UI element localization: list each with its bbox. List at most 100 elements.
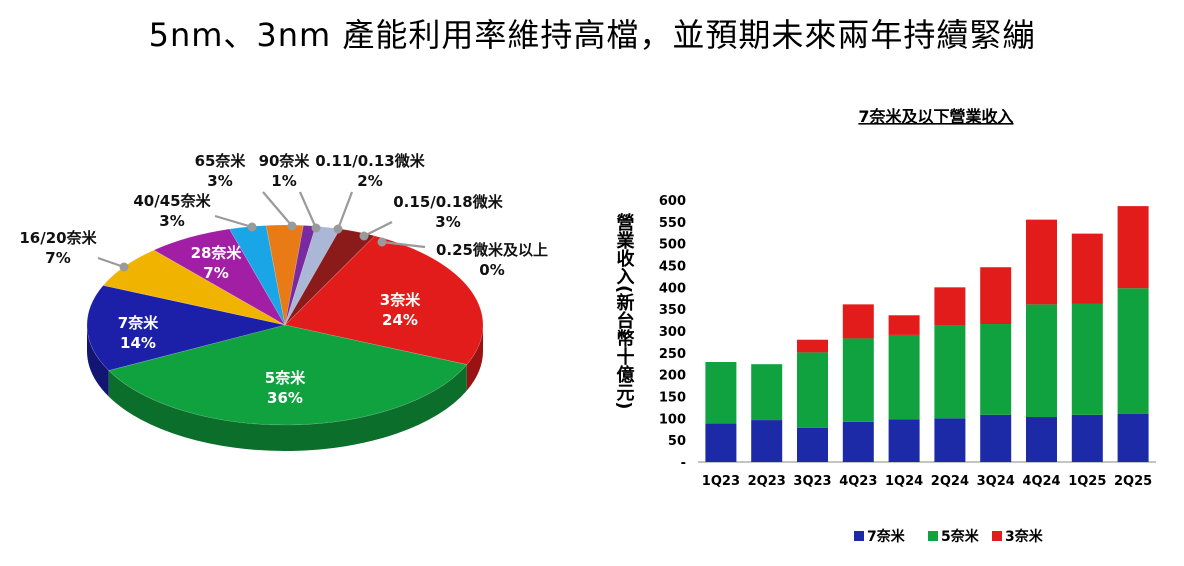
- pie-label-pct-1: 36%: [267, 389, 303, 407]
- pie-leader-line-7: [298, 191, 318, 229]
- pie-label-name-9: 0.15/0.18微米: [393, 193, 503, 211]
- pie-slice-2: [86, 285, 286, 371]
- bar-4Q23-5奈米: [842, 338, 874, 422]
- legend-label-2: 3奈米: [1005, 528, 1044, 545]
- legend-swatch-0: [854, 531, 864, 541]
- x-tick-label: 1Q23: [702, 474, 740, 489]
- y-tick-label: 500: [659, 238, 686, 253]
- bar-3Q23-5奈米: [797, 352, 828, 428]
- y-axis-ticks: - 50 100 150 200 250 300 350 400 450 500 550 600: [659, 194, 686, 471]
- x-tick-label: 1Q24: [885, 474, 923, 489]
- pie-label-pct-5: 3%: [159, 212, 184, 230]
- bar-1Q24-7奈米: [888, 419, 920, 462]
- y-tick-label: 300: [659, 325, 686, 340]
- pie-labels: 3奈米 24% 5奈米 36% 7奈米 14% 28奈米 7% 16/20奈米 7% 40/45奈米…: [19, 152, 548, 407]
- bar-2Q25-3奈米: [1117, 206, 1149, 289]
- bar-1Q23-5奈米: [705, 362, 737, 424]
- pie-label-name-1: 5奈米: [265, 369, 306, 387]
- pie-side-2: [87, 325, 109, 397]
- bar-2Q24-5奈米: [934, 325, 966, 419]
- pie-leader-line-9: [363, 221, 393, 237]
- pie-label-name-8: 0.11/0.13微米: [315, 152, 425, 170]
- bar-4Q24-7奈米: [1026, 417, 1057, 462]
- bar-3Q24-5奈米: [980, 324, 1012, 415]
- y-tick-label: 100: [659, 412, 686, 427]
- pie-sides: [87, 325, 483, 452]
- pie-chart: 3奈米 24% 5奈米 36% 7奈米 14% 28奈米 7% 16/20奈米 7% 40/45奈米…: [19, 152, 548, 452]
- bar-2Q23-7奈米: [751, 420, 783, 462]
- bar-2Q25-5奈米: [1117, 288, 1149, 414]
- x-tick-label: 3Q23: [793, 474, 831, 489]
- x-tick-label: 2Q24: [931, 474, 969, 489]
- pie-label-pct-10: 0%: [479, 261, 504, 279]
- pie-side-0: [466, 325, 483, 391]
- bar-2Q24-7奈米: [934, 418, 966, 462]
- legend-swatch-1: [928, 531, 938, 541]
- pie-leader-line-3: [97, 256, 125, 269]
- pie-tops: [86, 224, 484, 426]
- y-tick-label: 550: [659, 216, 686, 231]
- bar-1Q25-3奈米: [1071, 233, 1103, 304]
- y-tick-label: 450: [659, 260, 686, 275]
- x-tick-label: 4Q24: [1022, 474, 1060, 489]
- pie-leader-dot-6: [287, 221, 297, 231]
- y-tick-label: 50: [668, 434, 686, 449]
- pie-label-name-2: 7奈米: [118, 314, 159, 332]
- pie-slice-1: [108, 324, 468, 426]
- pie-leader-dot-3: [119, 262, 129, 272]
- pie-label-pct-9: 3%: [435, 213, 460, 231]
- pie-leader-line-6: [262, 191, 293, 227]
- bar-3Q24-7奈米: [980, 414, 1012, 462]
- bar-4Q24-5奈米: [1026, 304, 1057, 418]
- bar-2Q25-7奈米: [1117, 413, 1149, 462]
- y-tick-label: 250: [659, 347, 686, 362]
- pie-side-1: [108, 364, 467, 452]
- x-tick-label: 1Q25: [1068, 474, 1106, 489]
- bar-2Q24-3奈米: [934, 287, 966, 326]
- pie-leader-line-5: [214, 214, 253, 229]
- pie-label-name-4: 28奈米: [191, 244, 243, 262]
- pie-leader-dot-10: [377, 237, 387, 247]
- page-title: 5nm、3nm 產能利用率維持高檔，並預期未來兩年持續緊繃: [148, 16, 1036, 54]
- bar-1Q25-5奈米: [1071, 303, 1103, 415]
- bar-3Q23-7奈米: [797, 427, 828, 462]
- bar-3Q23-3奈米: [797, 339, 828, 353]
- bar-1Q24-3奈米: [888, 315, 920, 335]
- x-tick-label: 2Q23: [748, 474, 786, 489]
- legend-swatch-2: [992, 531, 1002, 541]
- pie-label-name-5: 40/45奈米: [133, 192, 211, 210]
- y-tick-label: 150: [659, 391, 686, 406]
- pie-label-pct-6: 3%: [207, 172, 232, 190]
- legend-label-0: 7奈米: [867, 528, 906, 545]
- y-tick-label: 400: [659, 281, 686, 296]
- pie-label-name-7: 90奈米: [259, 152, 311, 170]
- pie-leader-dot-7: [311, 223, 321, 233]
- bars: 1Q23 2Q23 3Q23 4Q23 1Q24 2Q24 3Q24 4Q24 1Q25 2Q25: [702, 206, 1152, 489]
- legend-label-1: 5奈米: [941, 528, 980, 545]
- x-tick-label: 3Q24: [977, 474, 1015, 489]
- pie-leader-dot-8: [333, 224, 343, 234]
- pie-leader-dot-5: [247, 222, 257, 232]
- pie-slice-6: [265, 224, 304, 326]
- bar-2Q23-5奈米: [751, 364, 783, 421]
- y-axis-label: 營業收入(新台幣十億元): [614, 212, 636, 410]
- bar-3Q24-3奈米: [980, 267, 1012, 325]
- y-tick-label: 600: [659, 194, 686, 209]
- y-tick-label: 350: [659, 303, 686, 318]
- bar-4Q23-7奈米: [842, 421, 874, 462]
- pie-label-pct-0: 24%: [382, 311, 418, 329]
- pie-leader-line-8: [336, 191, 354, 230]
- pie-slice-4: [153, 228, 286, 326]
- pie-leader-line-10: [381, 240, 426, 249]
- bar-4Q24-3奈米: [1026, 219, 1057, 305]
- bar-4Q23-3奈米: [842, 304, 874, 339]
- pie-label-pct-2: 14%: [120, 334, 156, 352]
- bar-1Q24-5奈米: [888, 334, 920, 420]
- pie-label-pct-4: 7%: [203, 264, 228, 282]
- legend: 7奈米 5奈米 3奈米: [854, 528, 1044, 545]
- bar-1Q25-7奈米: [1071, 414, 1103, 462]
- bar-chart-title: 7奈米及以下營業收入: [858, 107, 1013, 126]
- bar-1Q23-7奈米: [705, 423, 737, 462]
- pie-leader-dot-9: [359, 231, 369, 241]
